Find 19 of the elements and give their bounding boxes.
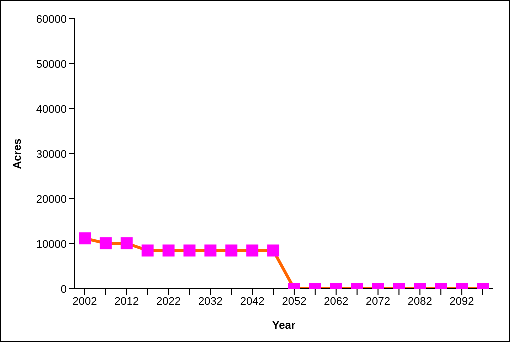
- x-tick-label: 2062: [324, 296, 349, 308]
- y-tick-label: 30000: [36, 148, 67, 161]
- x-tick-label: 2002: [72, 296, 98, 308]
- y-tick-label: 60000: [36, 14, 67, 26]
- x-tick-label: 2032: [198, 296, 223, 308]
- x-tick-label: 2072: [366, 296, 391, 308]
- y-tick-label: 40000: [36, 104, 67, 116]
- x-axis-title: Year: [272, 320, 296, 332]
- y-tick-label: 0: [60, 284, 67, 296]
- y-tick-label: 10000: [36, 238, 67, 251]
- x-tick-label: 2042: [240, 296, 265, 308]
- x-tick-label: 2082: [408, 296, 432, 308]
- x-tick-label: 2022: [156, 296, 182, 308]
- y-tick-label: 50000: [36, 58, 67, 71]
- x-tick-label: 2052: [282, 296, 307, 308]
- y-tick-label: 20000: [36, 194, 67, 206]
- y-axis-title: Acres: [12, 138, 24, 170]
- x-tick-label: 2012: [114, 296, 140, 308]
- x-tick-label: 2092: [450, 296, 474, 308]
